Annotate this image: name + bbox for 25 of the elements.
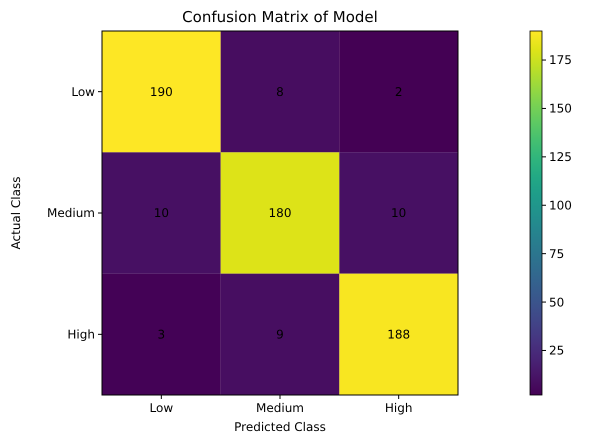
x-tick-label: High: [384, 401, 412, 415]
color-bar-label: 75: [549, 246, 564, 261]
data-label: 9: [276, 328, 284, 342]
color-bar-label: 25: [549, 344, 564, 358]
chart-title: Confusion Matrix of Model: [182, 8, 378, 26]
data-label: 10: [154, 206, 169, 220]
data-label: 2: [394, 84, 402, 99]
x-tick-label: Low: [150, 401, 174, 415]
color-bar-label: 100: [549, 198, 572, 212]
x-tick-label: Medium: [256, 401, 304, 415]
data-label: 190: [150, 84, 173, 99]
x-axis-title: Predicted Class: [234, 420, 326, 434]
data-label: 10: [391, 206, 406, 220]
data-label: 8: [276, 84, 284, 99]
data-label: 188: [387, 328, 410, 342]
color-bar-label: 175: [549, 53, 572, 68]
color-bar-label: 150: [549, 102, 572, 116]
y-tick-label: Medium: [47, 206, 95, 220]
color-bar-label: 50: [549, 295, 564, 310]
color-bar-label: 125: [549, 150, 572, 164]
data-label: 3: [158, 328, 166, 342]
data-label: 180: [268, 206, 292, 220]
y-axis-title: Actual Class: [9, 176, 23, 250]
y-tick-label: High: [67, 328, 95, 342]
y-tick-label: Low: [71, 84, 96, 99]
